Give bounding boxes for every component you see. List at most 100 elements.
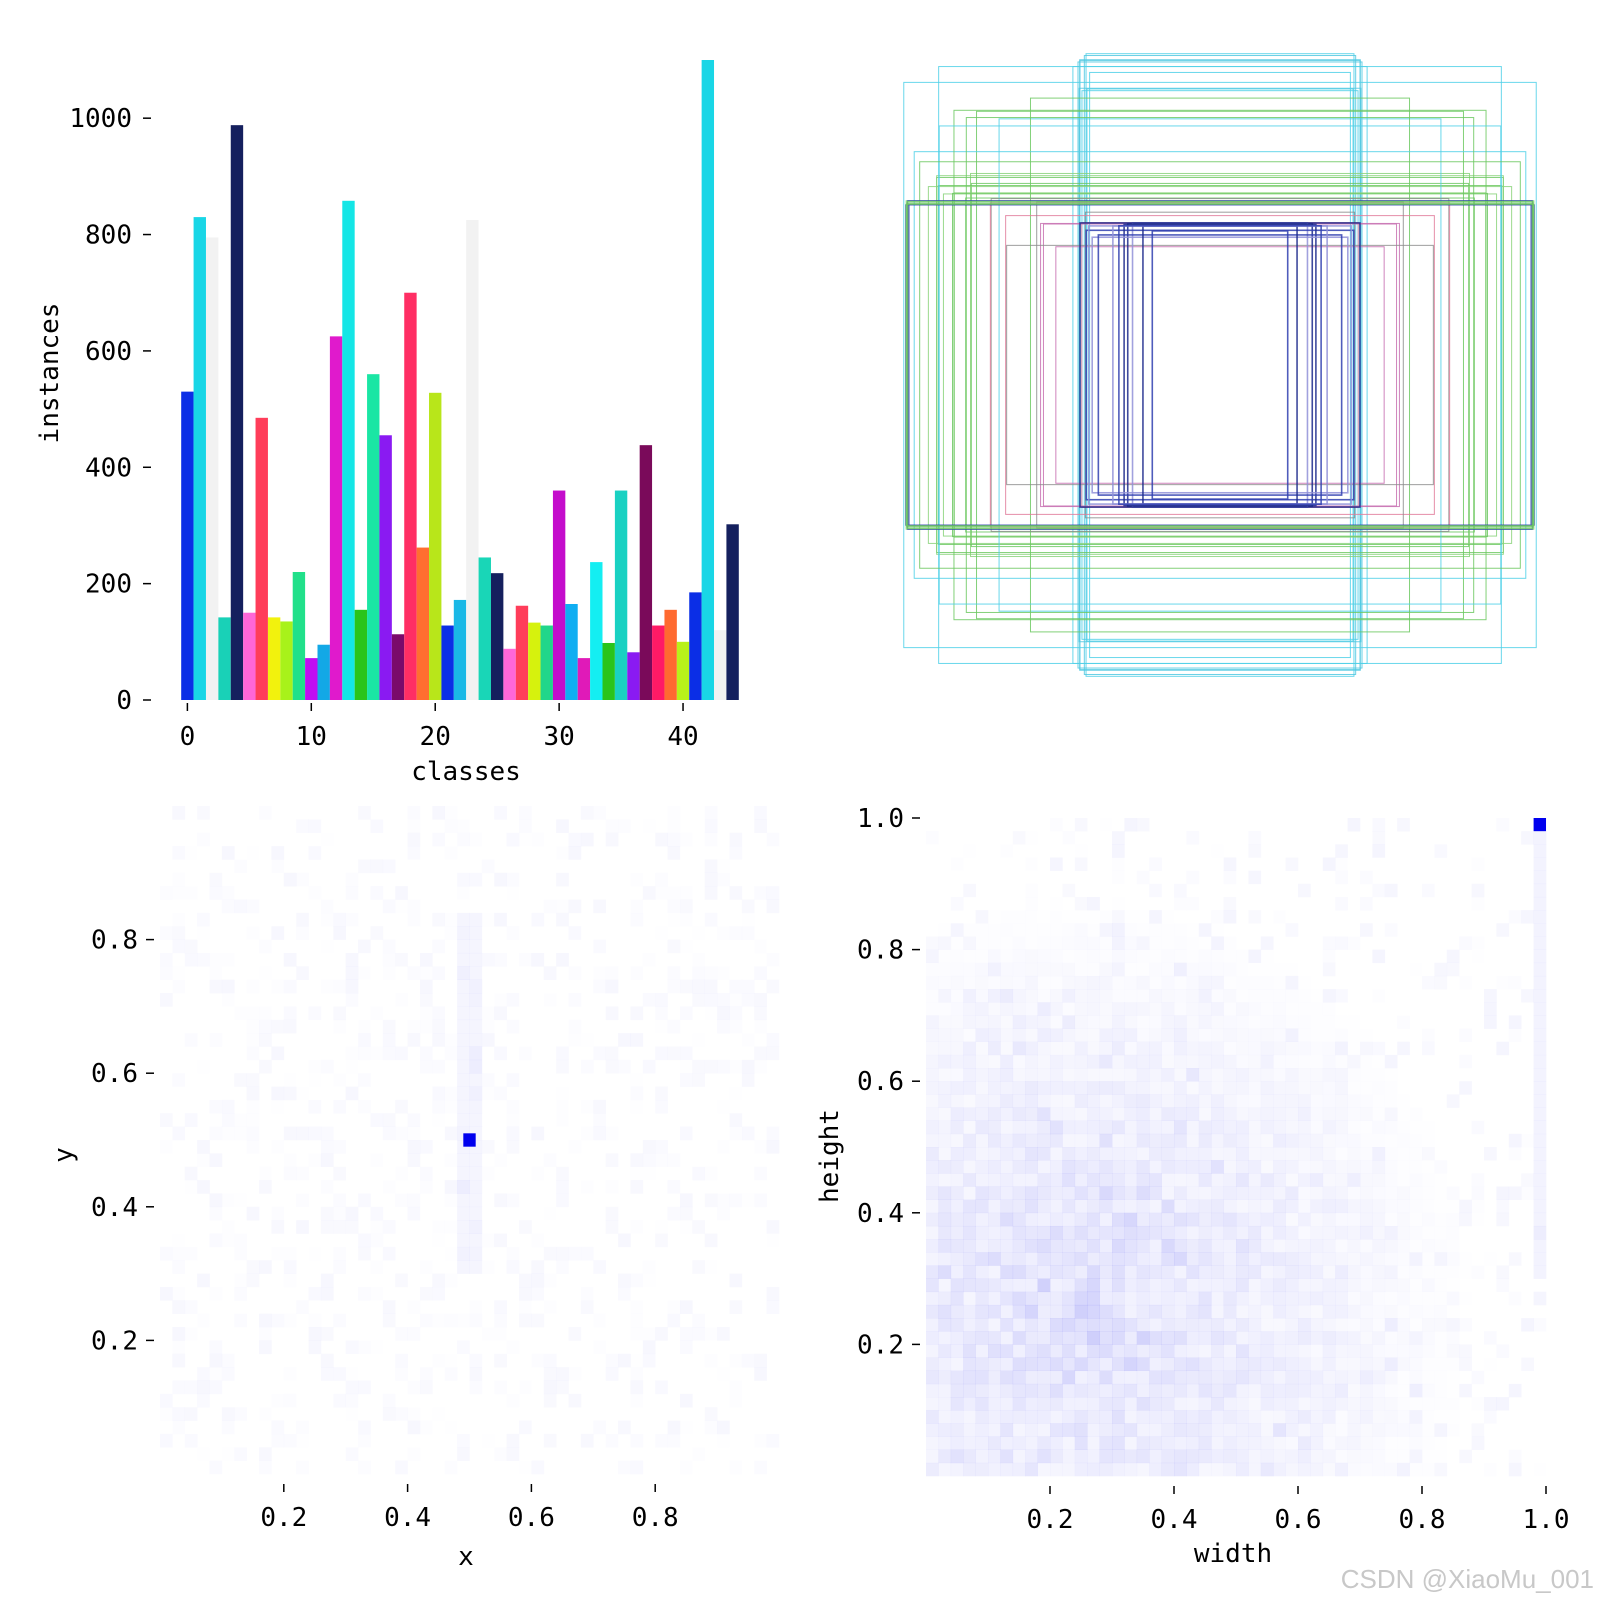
heatmap-cell	[643, 1354, 656, 1368]
heatmap-cell	[988, 1186, 1001, 1200]
heatmap-cell	[1100, 950, 1113, 963]
heatmap-cell	[1447, 1371, 1460, 1384]
heatmap-cell	[1099, 923, 1113, 937]
heatmap-cell	[938, 1357, 952, 1372]
heatmap-cell	[1211, 1133, 1224, 1148]
heatmap-cell	[655, 833, 668, 847]
heatmap-cell	[1062, 1423, 1076, 1437]
heatmap-cell	[1025, 950, 1038, 963]
heatmap-cell	[963, 1107, 976, 1121]
heatmap-cell	[284, 1274, 297, 1288]
heatmap-cell	[705, 819, 718, 833]
heatmap-cell	[1248, 1147, 1261, 1160]
heatmap-cell	[1050, 1054, 1063, 1069]
heatmap-cell	[1124, 1225, 1138, 1240]
heatmap-cell	[321, 940, 334, 954]
heatmap-cell	[1186, 1002, 1199, 1015]
heatmap-cell	[420, 1060, 433, 1074]
heatmap-cell	[1459, 1199, 1472, 1214]
heatmap-cell	[445, 1127, 458, 1141]
heatmap-cell	[1496, 1344, 1509, 1357]
heatmap-cell	[457, 1193, 470, 1208]
heatmap-cell	[988, 1212, 1001, 1227]
heatmap-cell	[1310, 1042, 1323, 1055]
heatmap-cell	[370, 1153, 383, 1167]
heatmap-cell	[321, 913, 334, 927]
heatmap-cell	[1360, 1160, 1373, 1173]
heatmap-cell	[1025, 1291, 1038, 1306]
heatmap-cell	[1273, 1397, 1286, 1411]
heatmap-cell	[705, 913, 718, 927]
heatmap-cell	[1012, 1331, 1026, 1345]
heatmap-cell	[1260, 1265, 1274, 1279]
heatmap-cell	[1248, 1265, 1262, 1279]
heatmap-cell	[1298, 989, 1311, 1002]
heatmap-cell	[1149, 1002, 1162, 1015]
heatmap-cell	[271, 1046, 284, 1060]
heatmap-cell	[963, 1094, 976, 1107]
heatmap-cell	[1149, 1344, 1162, 1358]
heatmap-cell	[1186, 1029, 1199, 1042]
heatmap-cell	[1161, 1002, 1175, 1016]
heatmap-cell	[1099, 1410, 1113, 1424]
heatmap-cell	[1521, 1358, 1534, 1371]
heatmap-cell	[1000, 1225, 1014, 1240]
heatmap-cell	[1322, 857, 1336, 871]
heatmap-cell	[1224, 897, 1237, 910]
heatmap-cell	[1260, 1094, 1274, 1108]
heatmap-cell	[1422, 1279, 1435, 1292]
heatmap-cell	[482, 1434, 495, 1448]
heatmap-cell	[692, 1073, 705, 1087]
heatmap-cell	[1162, 1081, 1175, 1094]
heatmap-cell	[988, 1160, 1001, 1174]
heatmap-cell	[705, 993, 718, 1007]
heatmap-cell	[1273, 1357, 1286, 1372]
heatmap-cell	[1099, 1370, 1113, 1385]
heatmap-cell	[767, 1140, 780, 1154]
heatmap-cell	[643, 1140, 656, 1154]
heatmap-cell	[1459, 1029, 1472, 1042]
heatmap-cell	[1062, 1068, 1075, 1081]
heatmap-cell	[1397, 1423, 1410, 1436]
heatmap-cell	[1087, 1357, 1100, 1372]
heatmap-cell	[1533, 1252, 1547, 1266]
heatmap-cell	[618, 1461, 631, 1475]
heatmap-cell	[1410, 1358, 1423, 1371]
heatmap-cell	[729, 1394, 742, 1408]
heatmap-cell	[1533, 1173, 1547, 1187]
heatmap-cell	[1223, 1160, 1237, 1174]
heatmap-cell	[1186, 1199, 1200, 1214]
heatmap-cell	[1335, 1081, 1348, 1095]
heatmap-cell	[1397, 1108, 1410, 1121]
heatmap-cell	[1136, 1278, 1150, 1293]
heatmap-cell	[1037, 1015, 1051, 1029]
heatmap-cell	[469, 1206, 483, 1221]
heatmap-cell	[469, 912, 483, 927]
heatmap-cell	[668, 1180, 681, 1194]
heatmap-cell	[1038, 910, 1051, 923]
heatmap-cell	[630, 1367, 643, 1381]
heatmap-cell	[346, 966, 359, 980]
heatmap-cell	[951, 963, 964, 976]
heatmap-cell	[1211, 1397, 1224, 1411]
heatmap-cell	[630, 1394, 643, 1408]
heatmap-cell	[1000, 1291, 1014, 1306]
heatmap-cell	[271, 1087, 284, 1101]
heatmap-cell	[1012, 1147, 1026, 1161]
heatmap-cell	[1335, 1094, 1348, 1107]
heatmap-cell	[1112, 1225, 1125, 1240]
heatmap-cell	[222, 886, 235, 900]
heatmap-cell	[1174, 976, 1187, 989]
heatmap-cell	[383, 1020, 396, 1034]
heatmap-cell	[668, 806, 681, 820]
heatmap-cell	[951, 989, 964, 1002]
heatmap-cell	[408, 1113, 421, 1127]
heatmap-cell	[1025, 989, 1038, 1002]
heatmap-cell	[1211, 950, 1224, 963]
heatmap-cell	[1186, 936, 1199, 949]
heatmap-cell	[988, 1173, 1001, 1187]
heatmap-cell	[1348, 1463, 1361, 1476]
heatmap-cell	[1112, 1357, 1125, 1372]
heatmap-cell	[197, 1180, 210, 1194]
heatmap-cell	[1397, 1239, 1410, 1252]
